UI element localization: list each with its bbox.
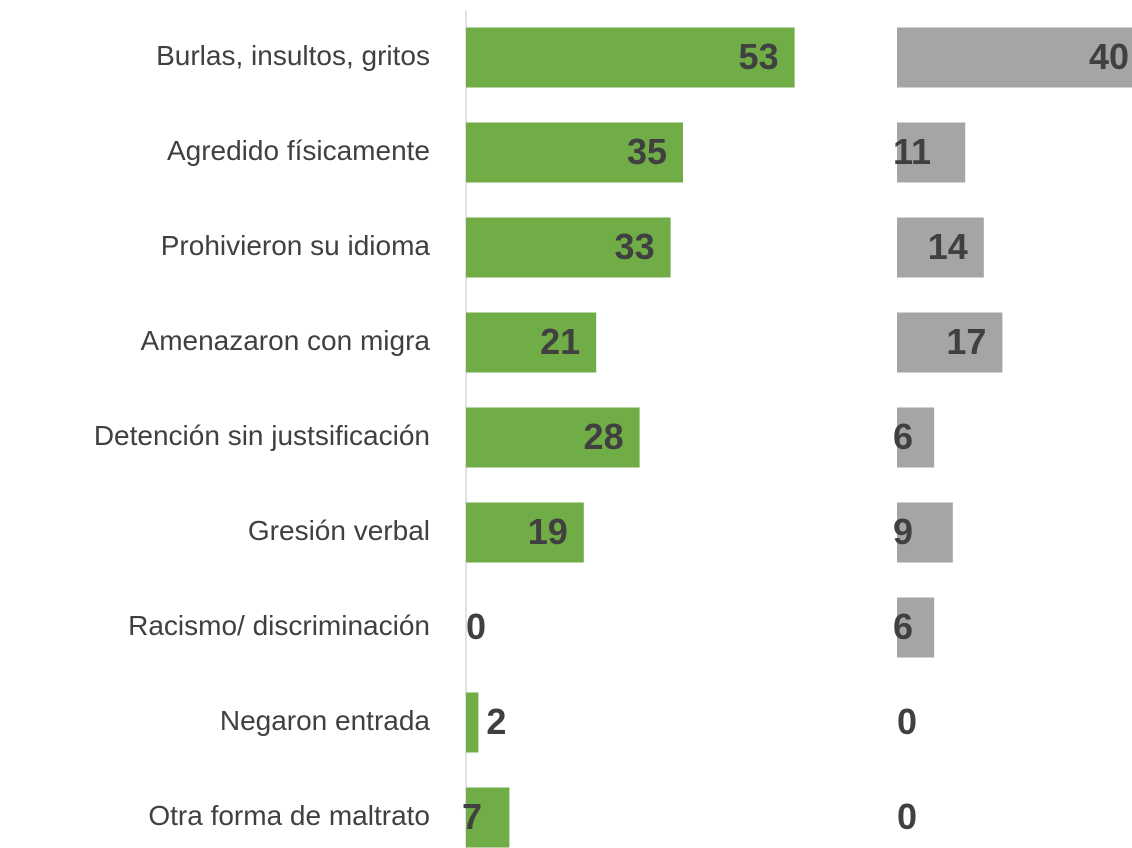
bar [897,27,1132,88]
category-label: Burlas, insultos, gritos [156,40,430,71]
value-label: 0 [897,796,917,837]
category-label: Racismo/ discriminación [128,610,430,641]
bar [897,122,966,183]
bar [897,502,953,563]
value-label: 53 [739,36,779,77]
bar [897,407,935,468]
bar [466,692,479,753]
value-label: 9 [893,511,913,552]
bar [466,407,640,468]
value-label: 21 [540,321,580,362]
value-label: 28 [584,416,624,457]
bar [466,27,795,88]
value-label: 6 [893,606,913,647]
bar [466,787,510,848]
category-label: Otra forma de maltrato [148,800,430,831]
category-label: Amenazaron con migra [141,325,431,356]
value-label: 0 [466,606,486,647]
bar [466,502,584,563]
bar [897,597,935,658]
category-label: Detención sin justsificación [94,420,430,451]
value-label: 7 [462,796,482,837]
category-label: Negaron entrada [220,705,431,736]
bar [466,312,597,373]
bar [466,217,671,278]
bar [466,122,683,183]
value-label: 6 [893,416,913,457]
category-label: Agredido físicamente [167,135,430,166]
value-label: 40 [1089,36,1129,77]
value-label: 17 [946,321,986,362]
category-label: Gresión verbal [248,515,430,546]
category-label: Prohivieron su idioma [161,230,431,261]
value-label: 2 [486,701,506,742]
value-label: 11 [893,131,931,172]
value-label: 14 [928,226,968,267]
value-label: 19 [528,511,568,552]
value-label: 0 [897,701,917,742]
value-label: 33 [615,226,655,267]
value-label: 35 [627,131,667,172]
bar [897,217,984,278]
bar [897,312,1003,373]
